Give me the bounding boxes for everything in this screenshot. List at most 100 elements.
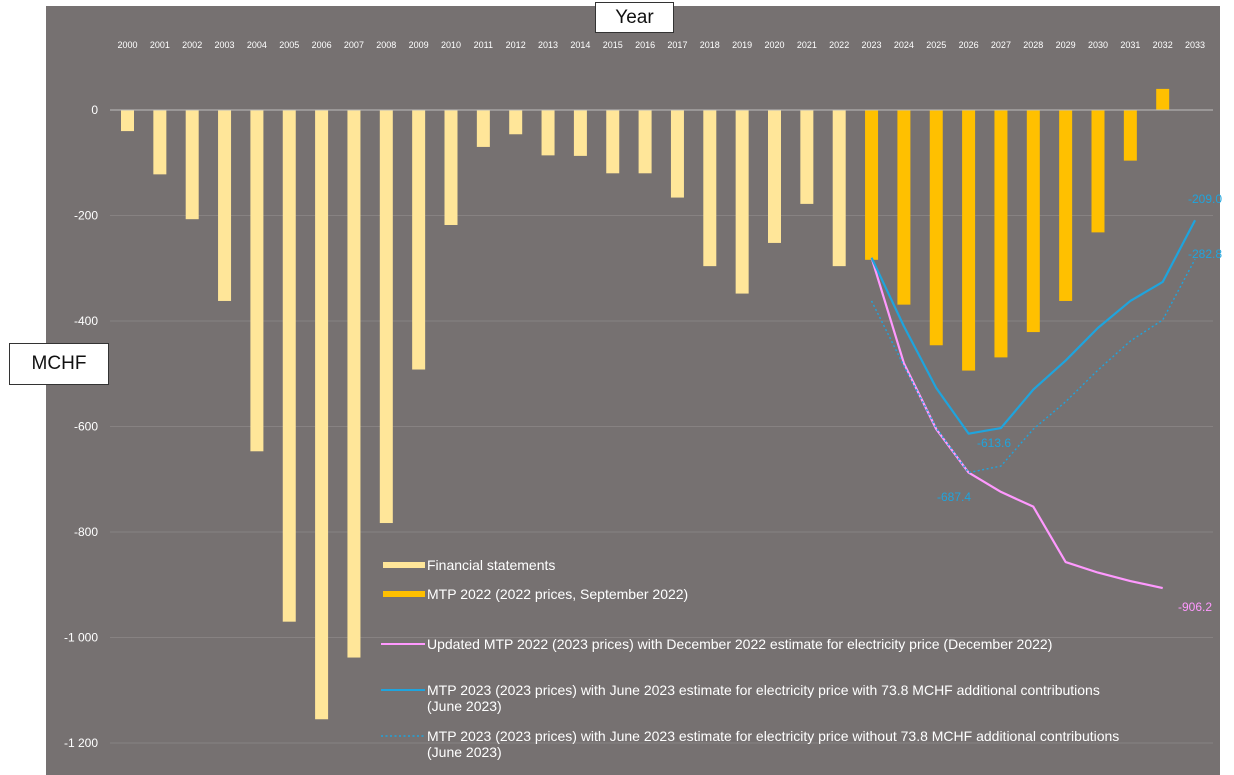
bar [962, 110, 976, 371]
x-tick-label: 2011 [474, 40, 493, 50]
bar [444, 110, 458, 225]
x-tick-label: 2015 [603, 40, 623, 50]
bar [218, 110, 232, 301]
y-tick-label: 0 [91, 103, 98, 117]
bar [121, 110, 134, 132]
bar [250, 110, 264, 452]
data-label: -209.0 [1188, 192, 1222, 206]
x-tick-label: 2014 [570, 40, 590, 50]
bar [638, 110, 652, 174]
x-tick-label: 2012 [506, 40, 526, 50]
bar [541, 110, 555, 156]
x-tick-label: 2006 [312, 40, 332, 50]
y-axis-title: MCHF [9, 343, 109, 385]
bar [897, 110, 911, 305]
x-tick-label: 2023 [862, 40, 882, 50]
plot-background [46, 6, 1220, 775]
legend-label: (June 2023) [427, 744, 502, 760]
legend-swatch [383, 591, 425, 597]
legend-label: (June 2023) [427, 698, 502, 714]
legend-label: MTP 2023 (2023 prices) with June 2023 es… [427, 682, 1100, 698]
bar [282, 110, 296, 622]
x-tick-label: 2024 [894, 40, 914, 50]
x-tick-label: 2007 [344, 40, 364, 50]
forecast-lines [870, 219, 1197, 590]
x-axis-ticks: 2000 2001 2002 2003 2004 2005 2006 2007 2008 2009… [117, 40, 1205, 50]
legend-label: MTP 2022 (2022 prices, September 2022) [427, 586, 688, 602]
x-axis-title: Year [595, 2, 674, 33]
bar [1091, 110, 1105, 233]
bar [800, 110, 814, 204]
bar [703, 110, 717, 267]
legend: Financial statements MTP 2022 (2022 price… [381, 557, 1119, 760]
bar [865, 110, 879, 260]
x-tick-label: 2029 [1056, 40, 1076, 50]
x-tick-label: 2003 [215, 40, 235, 50]
bar [347, 110, 361, 658]
y-tick-label: -400 [74, 314, 98, 328]
legend-label: Updated MTP 2022 (2023 prices) with Dece… [427, 636, 1052, 652]
x-tick-label: 2008 [376, 40, 396, 50]
y-tick-label: -200 [74, 209, 98, 223]
x-tick-label: 2013 [538, 40, 558, 50]
x-tick-label: 2005 [279, 40, 299, 50]
bar [379, 110, 393, 524]
data-label: -282.8 [1188, 247, 1222, 261]
x-tick-label: 2031 [1120, 40, 1140, 50]
bar [315, 110, 329, 720]
x-tick-label: 2016 [635, 40, 655, 50]
x-tick-label: 2020 [764, 40, 784, 50]
bar [1059, 110, 1073, 301]
bar [994, 110, 1008, 358]
x-tick-label: 2010 [441, 40, 461, 50]
x-tick-label: 2018 [700, 40, 720, 50]
x-tick-label: 2026 [959, 40, 979, 50]
bar [832, 110, 846, 267]
legend-label: MTP 2023 (2023 prices) with June 2023 es… [427, 728, 1119, 744]
series-line [870, 257, 1163, 590]
x-tick-label: 2027 [991, 40, 1011, 50]
bar [509, 110, 523, 135]
x-tick-label: 2004 [247, 40, 267, 50]
bar [476, 110, 490, 147]
bars [121, 88, 1170, 720]
x-tick-label: 2028 [1023, 40, 1043, 50]
y-tick-label: -600 [74, 420, 98, 434]
x-tick-label: 2000 [117, 40, 137, 50]
bar [1123, 110, 1137, 161]
bar [412, 110, 426, 370]
x-tick-label: 2001 [150, 40, 170, 50]
bar [606, 110, 620, 174]
bar [153, 110, 167, 175]
x-tick-label: 2021 [797, 40, 817, 50]
bar [929, 110, 943, 346]
x-tick-label: 2017 [667, 40, 687, 50]
bar [735, 110, 749, 294]
bar [670, 110, 684, 198]
x-tick-label: 2022 [829, 40, 849, 50]
data-labels: -209.0 -282.8 -613.6 -687.4 -906.2 [937, 192, 1222, 614]
x-tick-label: 2032 [1153, 40, 1173, 50]
y-tick-label: -800 [74, 525, 98, 539]
legend-swatch [383, 562, 425, 568]
series-line [870, 258, 1196, 474]
data-label: -613.6 [977, 436, 1011, 450]
bar [1156, 88, 1170, 110]
legend-label: Financial statements [427, 557, 555, 573]
y-tick-label: -1 000 [64, 631, 98, 645]
x-tick-label: 2019 [732, 40, 752, 50]
x-tick-label: 2030 [1088, 40, 1108, 50]
bar [185, 110, 199, 220]
x-tick-label: 2002 [182, 40, 202, 50]
data-label: -906.2 [1178, 600, 1212, 614]
bar [768, 110, 781, 243]
bar [1026, 110, 1040, 333]
x-tick-label: 2033 [1185, 40, 1205, 50]
y-axis-ticks: 0 -200 -400 -600 -800 -1 000 -1 200 [64, 103, 98, 750]
y-tick-label: -1 200 [64, 736, 98, 750]
x-tick-label: 2009 [409, 40, 429, 50]
series-line [870, 219, 1197, 435]
bar [573, 110, 587, 156]
data-label: -687.4 [937, 490, 971, 504]
